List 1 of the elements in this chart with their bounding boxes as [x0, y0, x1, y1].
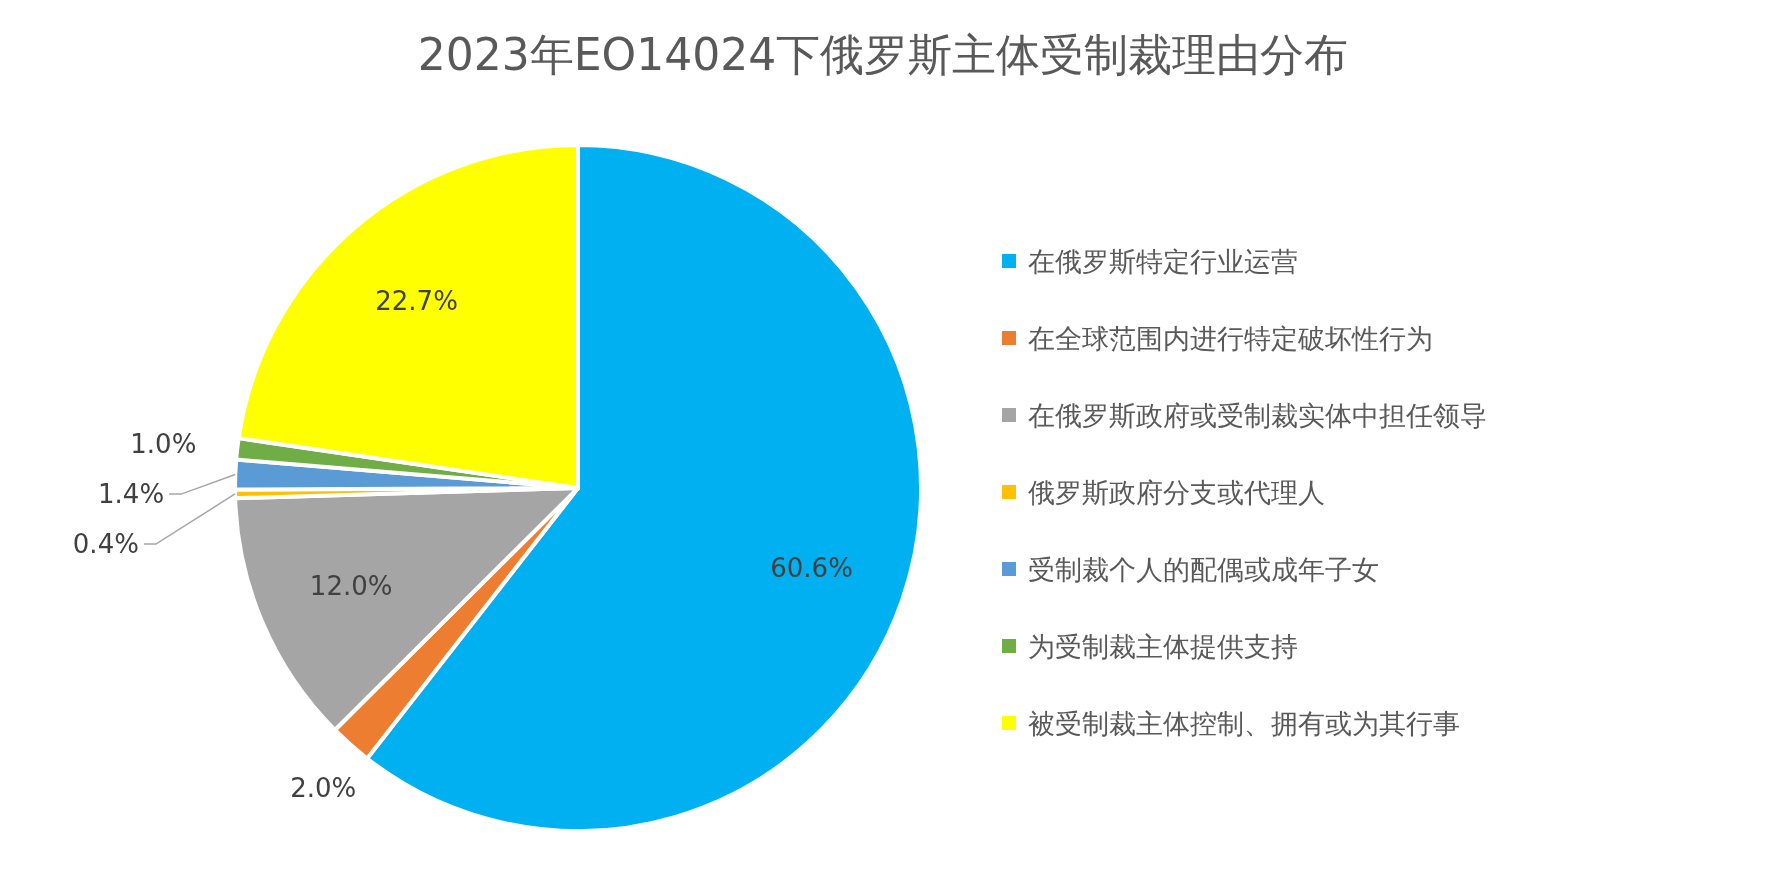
- title: 2023年EO14024下俄罗斯主体受制裁理由分布: [417, 29, 1349, 80]
